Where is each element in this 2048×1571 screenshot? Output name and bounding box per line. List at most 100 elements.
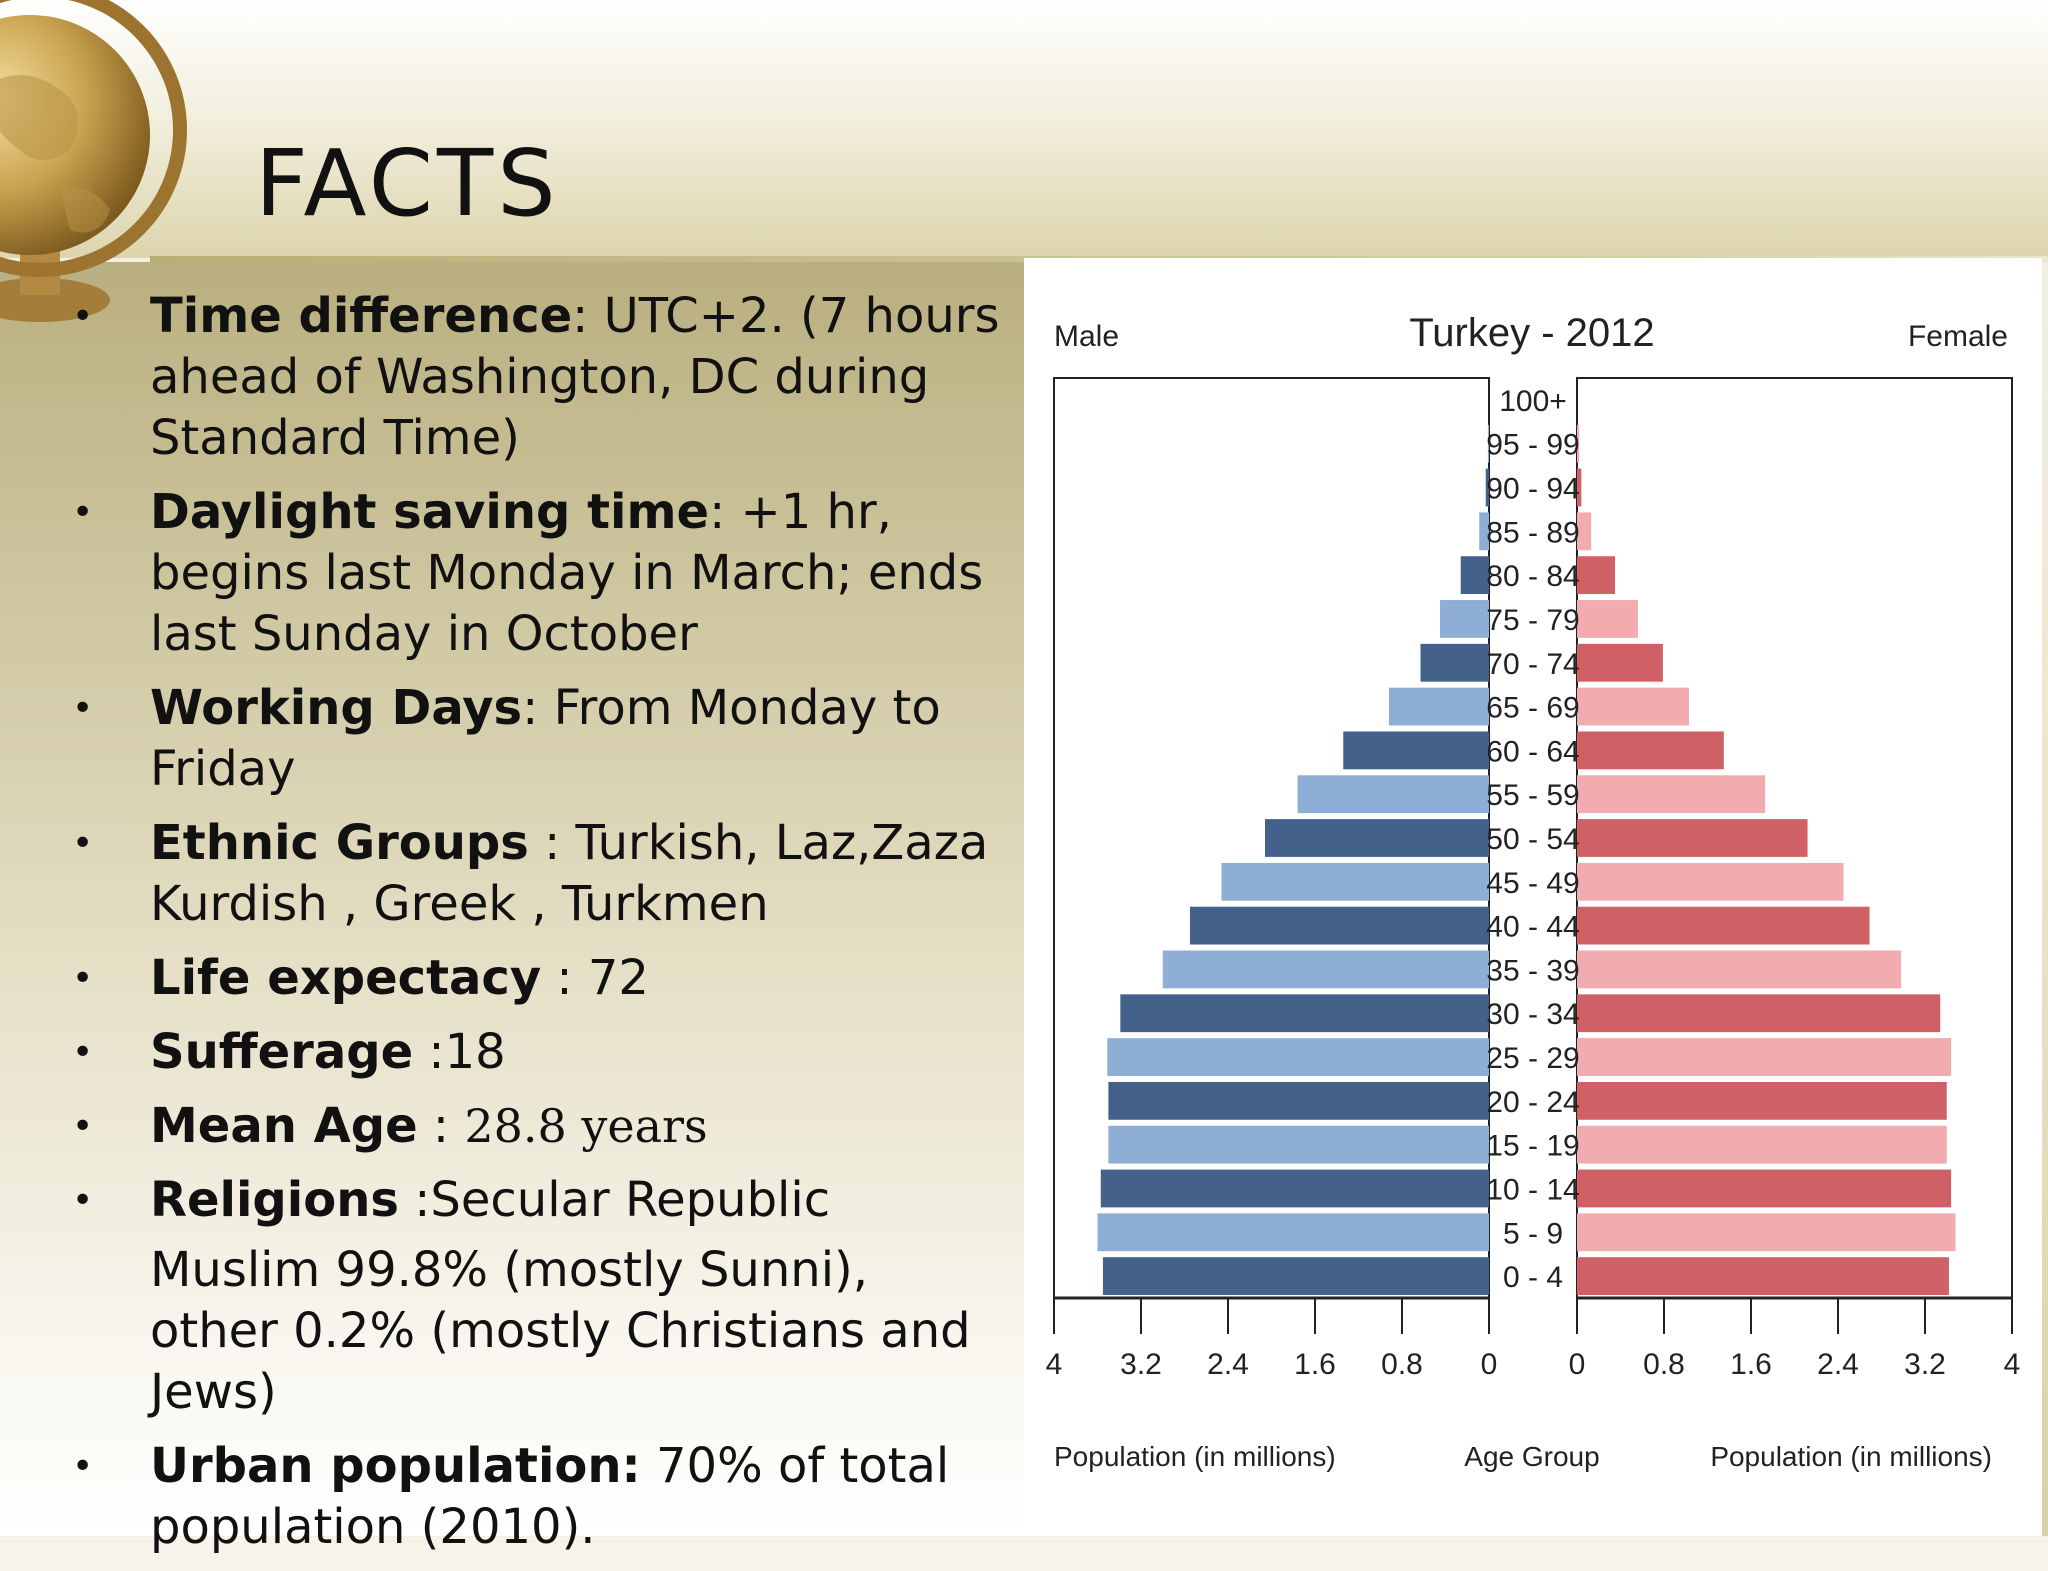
age-group-label: 45 - 49 (1486, 867, 1579, 900)
fact-ethnic-groups: • Ethnic Groups : Turkish, Laz,Zaza Kurdi… (72, 815, 989, 932)
age-group-label: 80 - 84 (1486, 560, 1579, 593)
female-bar (1577, 556, 1616, 595)
age-group-label: 70 - 74 (1486, 648, 1579, 681)
male-bar (1108, 1125, 1489, 1164)
female-bar (1577, 731, 1724, 770)
age-group-label: 5 - 9 (1503, 1217, 1563, 1250)
female-bar (1577, 906, 1870, 945)
fact-value: 72 (587, 950, 649, 1006)
male-x-tick-label: 4 (1046, 1348, 1063, 1381)
fact-life-expectancy: • Life expectacy : 72 (72, 948, 1010, 1009)
female-bar (1577, 1213, 1956, 1252)
male-x-tick-label: 1.6 (1294, 1348, 1336, 1381)
female-bar (1577, 775, 1766, 814)
fact-value: +1 hr, begins last Monday in March; ends… (150, 484, 984, 662)
female-bar (1577, 994, 1941, 1033)
female-bar (1577, 950, 1902, 989)
female-x-tick-label: 0.8 (1643, 1348, 1685, 1381)
female-bar (1577, 1038, 1952, 1076)
bullet-icon: • (72, 688, 94, 729)
male-bar (1388, 687, 1489, 726)
male-bar (1420, 643, 1489, 682)
age-group-label: 20 - 24 (1486, 1086, 1579, 1119)
fact-label: Ethnic Groups (150, 815, 529, 871)
male-bar (1100, 1169, 1489, 1208)
facts-list: • Time difference: UTC+2. (7 hours ahead … (72, 286, 1010, 1571)
fact-label: Sufferage (150, 1024, 414, 1080)
age-group-label: 50 - 54 (1486, 823, 1579, 856)
age-group-label: 10 - 14 (1486, 1173, 1579, 1206)
bullet-icon: • (72, 1446, 94, 1487)
male-x-tick-label: 3.2 (1120, 1348, 1162, 1381)
female-x-tick-label: 3.2 (1904, 1348, 1946, 1381)
fact-label: Life expectacy (150, 950, 542, 1006)
age-group-label: 35 - 39 (1486, 954, 1579, 987)
female-bar (1577, 1081, 1947, 1120)
male-bar (1107, 1038, 1489, 1076)
fact-label: Working Days (150, 680, 523, 736)
fact-value: Muslim 99.8% (mostly Sunni), other 0.2% … (150, 1242, 971, 1420)
male-bar (1485, 468, 1489, 507)
male-bar (1297, 775, 1489, 814)
fact-suffrage: • Sufferage :18 (72, 1022, 1010, 1083)
fact-label: Daylight saving time (150, 484, 710, 540)
left-panel (0, 262, 1024, 1536)
female-label: Female (1908, 320, 2008, 353)
age-group-label: 75 - 79 (1486, 604, 1579, 637)
male-bar (1189, 906, 1489, 945)
age-group-label: 40 - 44 (1486, 911, 1579, 944)
population-pyramid-panel: Turkey - 2012 Male Female Population (in… (1024, 258, 2042, 1536)
fact-label: Time difference (150, 288, 573, 344)
x-axis-label-left: Population (in millions) (1054, 1441, 1336, 1472)
male-bar (1221, 862, 1489, 901)
female-x-tick-label: 0 (1569, 1348, 1586, 1381)
fact-religion-detail: Muslim 99.8% (mostly Sunni), other 0.2% … (150, 1240, 1010, 1423)
female-bar (1577, 687, 1690, 726)
fact-working-days: • Working Days: From Monday to Friday (72, 680, 941, 797)
female-bar (1577, 643, 1663, 682)
male-bar (1264, 819, 1489, 857)
female-bar (1577, 468, 1582, 507)
age-group-label: 55 - 59 (1486, 779, 1579, 812)
female-bar (1577, 1169, 1952, 1208)
fact-value: Turkish, Laz,Zaza Kurdish , Greek , Turk… (150, 815, 989, 932)
bullet-icon: • (72, 958, 94, 999)
fact-value: From Monday to Friday (150, 680, 941, 797)
header-band (0, 0, 2048, 258)
male-bar (1097, 1213, 1489, 1252)
male-bar (1120, 994, 1489, 1033)
female-bar (1577, 600, 1638, 638)
age-group-label: 0 - 4 (1503, 1261, 1563, 1294)
female-bar (1577, 819, 1808, 857)
population-pyramid-chart: Turkey - 2012 Male Female Population (in… (1046, 311, 2021, 1472)
male-bar (1479, 512, 1489, 551)
fact-daylight-saving: • Daylight saving time: +1 hr, begins las… (72, 484, 984, 662)
age-group-label: 30 - 34 (1486, 998, 1579, 1031)
female-bar (1577, 424, 1580, 463)
male-x-tick-label: 0.8 (1381, 1348, 1423, 1381)
female-bar (1577, 862, 1844, 901)
age-group-label: 25 - 29 (1486, 1042, 1579, 1075)
female-x-tick-label: 1.6 (1730, 1348, 1772, 1381)
fact-religions: • Religions :Secular Republic (72, 1170, 1010, 1231)
chart-title: Turkey - 2012 (1409, 311, 1654, 355)
fact-label: Urban population: (150, 1438, 641, 1494)
slide-title: FACTS (255, 130, 560, 237)
age-group-label: 65 - 69 (1486, 692, 1579, 725)
globe-icon (0, 0, 187, 322)
bullet-icon: • (72, 823, 94, 864)
male-bar (1487, 424, 1489, 463)
age-group-label: 90 - 94 (1486, 473, 1579, 506)
female-bar (1577, 512, 1592, 551)
male-bar (1108, 1081, 1489, 1120)
bullet-icon: • (72, 296, 94, 337)
male-label: Male (1054, 320, 1119, 353)
bullet-icon: • (72, 492, 94, 533)
bullet-icon: • (72, 1106, 94, 1147)
x-axis-label-center: Age Group (1464, 1441, 1599, 1472)
female-bar (1577, 1257, 1949, 1295)
fact-value: 18 (444, 1024, 506, 1080)
male-bar (1460, 556, 1489, 595)
fact-value: UTC+2. (7 hours ahead of Washington, DC … (150, 288, 1000, 466)
male-bar (1102, 1257, 1489, 1295)
